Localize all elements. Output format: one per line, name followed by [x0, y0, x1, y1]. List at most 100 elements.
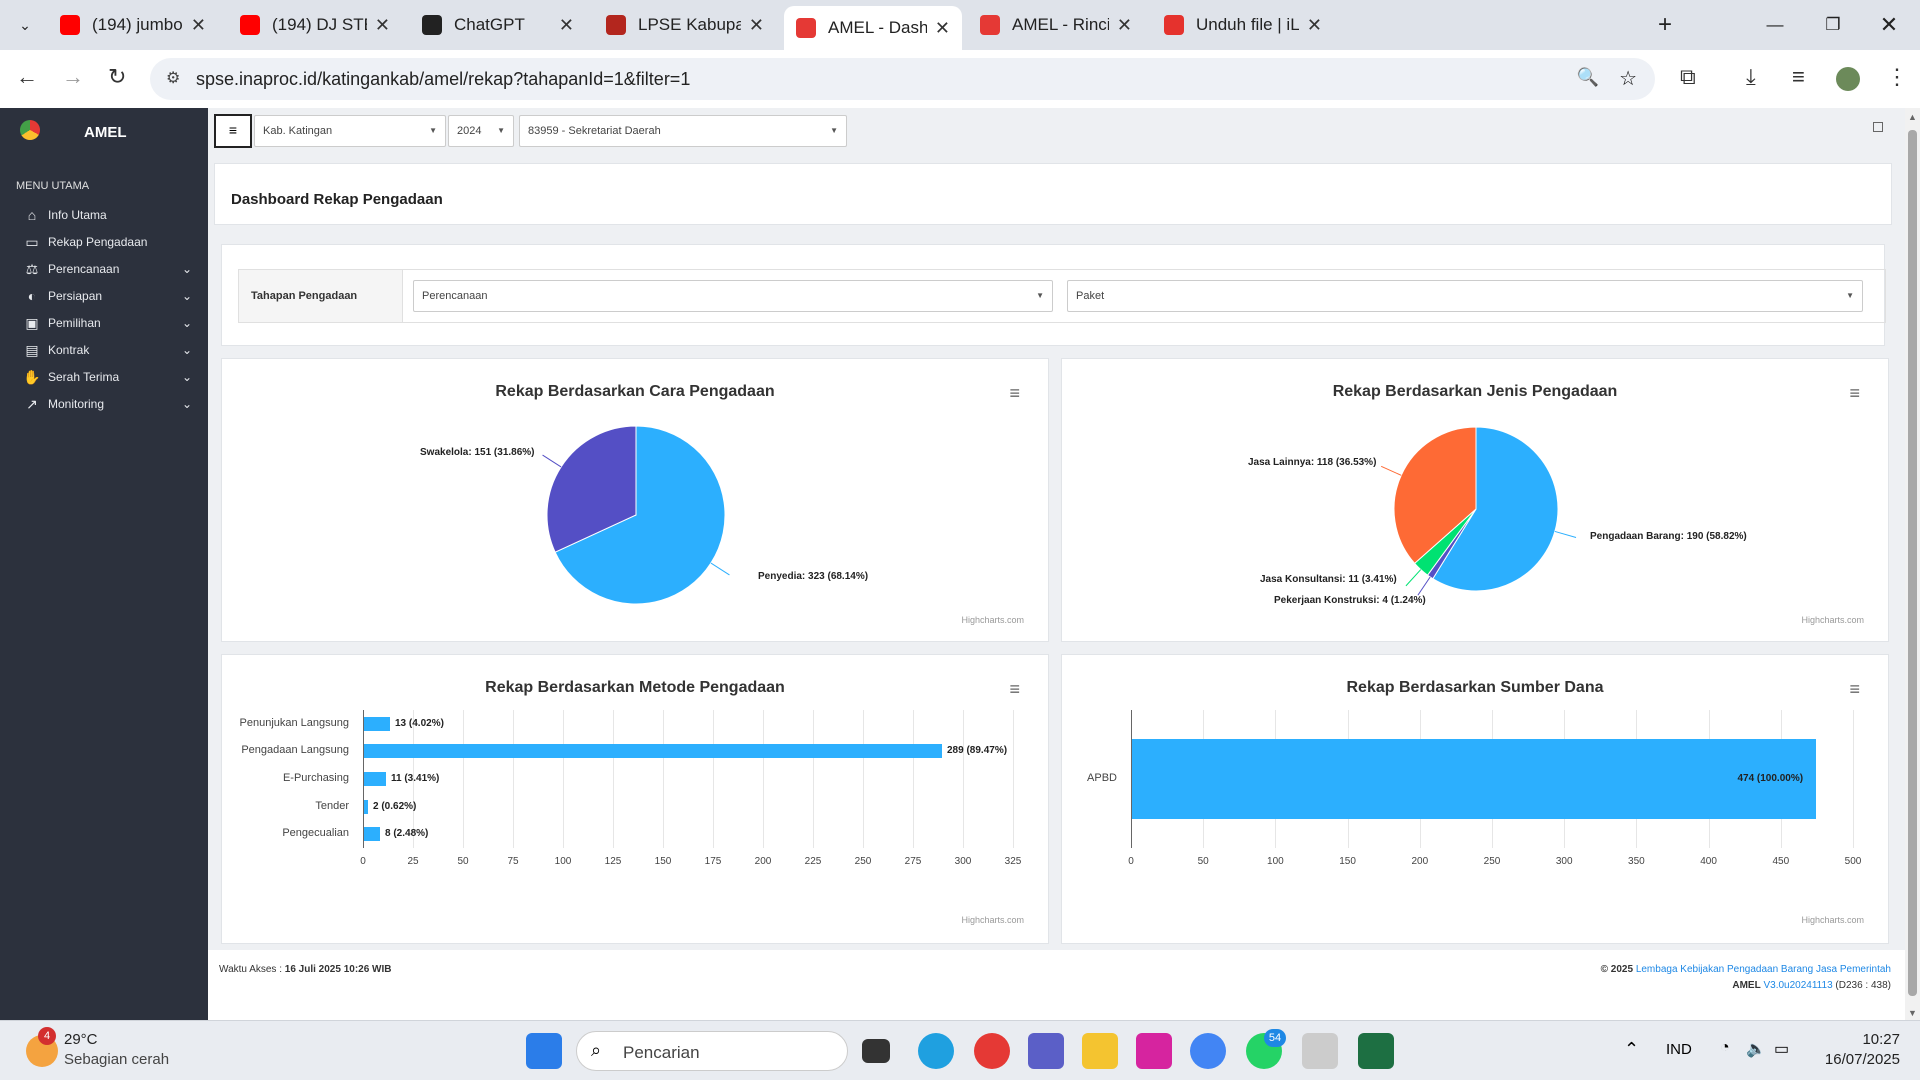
chrome-icon[interactable]: [1190, 1033, 1226, 1069]
sidebar-toggle-button[interactable]: ≡: [214, 114, 252, 148]
chevron-down-icon: ⌄: [181, 397, 192, 411]
close-tab-icon[interactable]: ✕: [1306, 14, 1322, 35]
wifi-icon[interactable]: ◔: [1720, 1039, 1730, 1056]
edge-icon[interactable]: [918, 1033, 954, 1069]
zoom-icon[interactable]: 🔍: [1576, 67, 1599, 87]
language-indicator[interactable]: IND: [1666, 1041, 1692, 1058]
pie-slice[interactable]: [1432, 426, 1559, 592]
bookmark-star-icon[interactable]: ☆: [1619, 68, 1637, 90]
excel-icon[interactable]: [1358, 1033, 1394, 1069]
bar[interactable]: [364, 799, 368, 814]
chart-menu-icon[interactable]: ≡: [1009, 383, 1020, 403]
build-info: (D236 : 438): [1835, 980, 1891, 991]
chart-menu-icon[interactable]: ≡: [1009, 679, 1020, 699]
bar[interactable]: [364, 744, 942, 759]
clock-date[interactable]: 16/07/2025: [1824, 1051, 1900, 1068]
bar[interactable]: [1132, 739, 1817, 819]
jenis-filter-select[interactable]: Paket ▼: [1067, 280, 1863, 312]
sidebar-item[interactable]: ▤ Kontrak ⌄: [22, 339, 192, 361]
restore-button[interactable]: ❐: [1825, 15, 1841, 34]
sidebar-item[interactable]: ✋ Serah Terima ⌄: [22, 366, 192, 388]
browser-tab[interactable]: ChatGPT ✕: [410, 6, 586, 44]
media-control-icon[interactable]: ≡: [1792, 64, 1805, 89]
page-scrollbar[interactable]: ▲ ▼: [1905, 108, 1920, 1020]
minimize-button[interactable]: —: [1766, 15, 1784, 34]
download-icon[interactable]: ⤓: [1746, 64, 1756, 89]
sidebar-item-label: Perencanaan: [48, 262, 120, 276]
org-link[interactable]: Lembaga Kebijakan Pengadaan Barang Jasa …: [1635, 964, 1891, 975]
browser-tab[interactable]: Unduh file | iLovePDF ✕: [1152, 6, 1334, 44]
chart-credit[interactable]: Highcharts.com: [1801, 615, 1864, 625]
close-window-button[interactable]: ✕: [1879, 12, 1899, 37]
pie-slice[interactable]: [1393, 426, 1477, 565]
close-tab-icon[interactable]: ✕: [1116, 14, 1132, 35]
pie-slice[interactable]: [546, 425, 637, 553]
sidebar-item[interactable]: ⚖ Perencanaan ⌄: [22, 258, 192, 280]
ccleaner-icon[interactable]: [974, 1033, 1010, 1069]
chart-credit[interactable]: Highcharts.com: [1801, 915, 1864, 925]
chevron-up-icon[interactable]: ⌃: [1624, 1039, 1640, 1059]
bar[interactable]: [364, 827, 380, 842]
browser-tab[interactable]: LPSE Kabupaten Katin ✕: [594, 6, 776, 44]
browser-menu-icon[interactable]: ⋮: [1886, 64, 1908, 89]
close-tab-icon[interactable]: ✕: [558, 14, 574, 35]
volume-icon[interactable]: 🔈: [1746, 1041, 1766, 1058]
task-view-icon[interactable]: [862, 1039, 890, 1063]
app-icon[interactable]: [1302, 1033, 1338, 1069]
weather-desc[interactable]: Sebagian cerah: [64, 1051, 170, 1068]
file-explorer-icon[interactable]: [1082, 1033, 1118, 1069]
browser-tab[interactable]: AMEL - Rincian Paket ✕: [968, 6, 1144, 44]
bar[interactable]: [364, 716, 390, 731]
close-tab-icon[interactable]: ✕: [934, 17, 950, 38]
sidebar-item[interactable]: ▣ Pemilihan ⌄: [22, 312, 192, 334]
teams-icon[interactable]: [1028, 1033, 1064, 1069]
reload-button[interactable]: ↻: [108, 64, 127, 89]
tab-title: (194) DJ STECU S: [272, 15, 367, 34]
new-tab-button[interactable]: +: [1657, 11, 1672, 38]
chart-menu-icon[interactable]: ≡: [1849, 383, 1860, 403]
chart-credit[interactable]: Highcharts.com: [961, 915, 1024, 925]
search-icon: ⌕: [591, 1040, 602, 1060]
forward-button[interactable]: →: [62, 64, 84, 89]
tahapan-select[interactable]: Perencanaan ▼: [413, 280, 1053, 312]
extensions-icon[interactable]: ⧉: [1680, 64, 1696, 89]
youtube-icon: [240, 15, 260, 35]
grid-line: [1131, 710, 1132, 848]
profile-avatar[interactable]: [1836, 67, 1860, 91]
pie-slice[interactable]: [554, 425, 726, 605]
battery-icon[interactable]: ▭: [1774, 1041, 1790, 1058]
satker-select[interactable]: 83959 - Sekretariat Daerah ▼: [519, 115, 847, 147]
browser-tab[interactable]: AMEL - Dashboard R ✕: [784, 6, 962, 50]
sidebar-item[interactable]: ⌂ Info Utama: [22, 204, 192, 226]
chart-menu-icon[interactable]: ≡: [1849, 679, 1860, 699]
close-tab-icon[interactable]: ✕: [374, 14, 390, 35]
sidebar-item[interactable]: ▭ Rekap Pengadaan: [22, 231, 192, 253]
windows-start-icon[interactable]: [526, 1033, 562, 1069]
grid-line: [663, 710, 664, 848]
tab-search-button[interactable]: ⌄: [10, 10, 40, 40]
address-bar-row: ← → ↻ ⚙ spse.inaproc.id/katingankab/amel…: [0, 50, 1920, 108]
clock-time[interactable]: 10:27: [1862, 1031, 1900, 1048]
version-link[interactable]: V3.0u20241113: [1763, 980, 1833, 991]
scroll-up-icon[interactable]: ▲: [1908, 112, 1917, 122]
line-chart-icon: ↗: [26, 395, 38, 412]
close-tab-icon[interactable]: ✕: [190, 14, 206, 35]
instagram-icon[interactable]: [1136, 1033, 1172, 1069]
chart-credit[interactable]: Highcharts.com: [961, 615, 1024, 625]
scrollbar-thumb[interactable]: [1908, 130, 1917, 996]
weather-temp[interactable]: 29°C: [64, 1031, 98, 1048]
browser-tab[interactable]: (194) jumbo remix - Y ✕: [48, 6, 218, 44]
year-select[interactable]: 2024 ▼: [448, 115, 514, 147]
bar[interactable]: [364, 772, 386, 786]
kabupaten-select[interactable]: Kab. Katingan ▼: [254, 115, 446, 147]
taskbar-search[interactable]: ⌕ Pencarian: [576, 1031, 848, 1071]
browser-tab[interactable]: (194) DJ STECU S ✕: [228, 6, 402, 44]
sidebar-item[interactable]: ◐ Persiapan ⌄: [22, 285, 192, 307]
site-settings-icon[interactable]: ⚙: [166, 70, 181, 87]
back-button[interactable]: ←: [16, 64, 38, 89]
scroll-down-icon[interactable]: ▼: [1908, 1008, 1917, 1018]
url-field[interactable]: ⚙ spse.inaproc.id/katingankab/amel/rekap…: [150, 58, 1655, 100]
sidebar-item[interactable]: ↗ Monitoring ⌄: [22, 393, 192, 415]
close-tab-icon[interactable]: ✕: [748, 14, 764, 35]
fullscreen-icon[interactable]: [1873, 122, 1883, 132]
